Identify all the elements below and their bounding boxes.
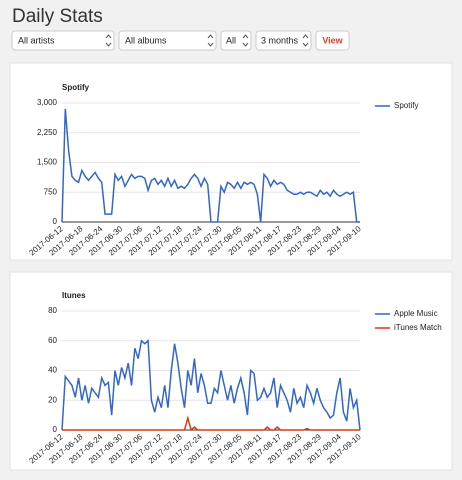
legend-label: Apple Music	[394, 309, 438, 318]
legend-label: Spotify	[394, 101, 418, 110]
y-tick-label: 3,000	[37, 98, 58, 107]
y-tick-label: 80	[48, 306, 57, 315]
data-line	[62, 415, 360, 432]
y-tick-label: 60	[48, 336, 57, 345]
y-tick-label: 40	[48, 366, 57, 375]
y-tick-label: 2,250	[37, 128, 58, 137]
filter-artist-label: All artists	[18, 35, 55, 45]
filter-album[interactable]: All albums	[118, 30, 217, 51]
filter-artist[interactable]: All artists	[11, 30, 115, 51]
y-tick-label: 1,500	[37, 158, 58, 167]
data-line	[61, 339, 361, 431]
filter-scope-label: All	[226, 35, 236, 45]
y-tick-label: 750	[44, 187, 58, 196]
data-line	[61, 108, 360, 223]
chart-title: Spotify	[62, 83, 90, 92]
y-tick-label: 20	[48, 395, 57, 404]
y-tick-label: 0	[53, 217, 58, 226]
legend-label: iTunes Match	[394, 323, 442, 332]
y-tick-label: 0	[53, 425, 58, 434]
filter-period[interactable]: 3 months	[255, 30, 312, 51]
card	[9, 62, 453, 261]
page-title: Daily Stats	[12, 6, 103, 27]
view-button[interactable]: View	[315, 30, 350, 51]
filter-period-label: 3 months	[261, 35, 299, 45]
filter-album-label: All albums	[125, 35, 167, 45]
view-button-label: View	[322, 35, 343, 45]
filter-scope[interactable]: All	[220, 30, 252, 51]
chart-title: Itunes	[62, 291, 86, 300]
